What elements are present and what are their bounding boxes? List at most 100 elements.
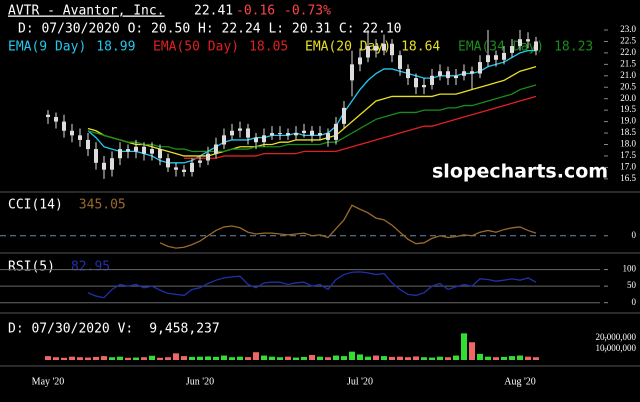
volume-bar [205, 356, 211, 360]
candle-body [470, 71, 474, 74]
panel-value: 82.95 [71, 260, 110, 275]
volume-bar [229, 357, 235, 360]
volume-bar [61, 357, 67, 360]
volume-bar [357, 354, 363, 360]
candle-body [478, 62, 482, 74]
legend-value: 18.64 [401, 40, 440, 55]
x-tick-label: Jul '20 [347, 376, 373, 387]
legend-label: EMA(34 Day) [458, 40, 544, 55]
candle-body [486, 55, 490, 63]
y-tick-label: 17.5 [620, 150, 636, 160]
y-tick-label: 22.5 [620, 36, 636, 46]
candle-body [406, 68, 410, 79]
candle-body [102, 162, 106, 170]
volume-bar [165, 357, 171, 360]
volume-bar [245, 357, 251, 360]
panel-title: CCI(14) [8, 198, 63, 213]
volume-bar [237, 356, 243, 360]
volume-bar [437, 356, 443, 360]
volume-bar [45, 356, 51, 360]
candle-body [454, 75, 458, 79]
candle-body [246, 128, 250, 138]
candle-body [398, 55, 402, 69]
y-tick-label: 10,000,000 [596, 343, 637, 353]
volume-bar [117, 356, 123, 360]
candle-body [182, 169, 186, 172]
x-tick-label: Aug '20 [504, 376, 536, 387]
price-change: -0.16 [236, 4, 275, 19]
candle-body [422, 84, 426, 88]
volume-bar [501, 356, 507, 360]
volume-bar [93, 356, 99, 360]
volume-bar [261, 355, 267, 360]
legend-label: EMA(20 Day) [305, 40, 391, 55]
y-tick-label: 17.0 [620, 161, 636, 171]
panel-title: RSI(5) [8, 260, 55, 275]
candle-body [302, 130, 306, 134]
volume-bar [53, 357, 59, 360]
legend-value: 18.23 [554, 40, 593, 55]
y-tick-label: 16.5 [620, 173, 636, 183]
volume-bar [381, 356, 387, 360]
volume-bar [181, 356, 187, 360]
y-tick-label: 20,000,000 [596, 332, 637, 342]
volume-bar [189, 356, 195, 360]
volume-bar [149, 355, 155, 360]
candle-body [534, 41, 538, 51]
candle-body [326, 133, 330, 140]
ticker-title: AVTR - Avantor, Inc. [8, 4, 165, 19]
volume-bar [429, 357, 435, 360]
candle-body [222, 135, 226, 145]
candle-body [262, 135, 266, 143]
candle-body [206, 153, 210, 161]
candle-body [502, 52, 506, 60]
candle-body [286, 133, 290, 136]
y-tick-label: 18.5 [620, 127, 636, 137]
volume-bar [109, 357, 115, 360]
volume-bar [509, 356, 515, 360]
candle-body [142, 146, 146, 154]
volume-bar [133, 357, 139, 360]
candle-body [126, 149, 130, 152]
y-tick-label: 20.0 [620, 93, 636, 103]
candle-body [382, 43, 386, 51]
ema-line [87, 66, 537, 157]
candle-body [198, 160, 202, 163]
candle-body [62, 121, 66, 131]
candle-body [414, 78, 418, 88]
volume-bar [421, 357, 427, 360]
candle-body [174, 167, 178, 170]
x-tick-label: Jun '20 [186, 376, 214, 387]
candle-body [190, 162, 194, 172]
candle-body [270, 133, 274, 136]
panel-title: D: 07/30/2020 V: [8, 322, 133, 337]
y-tick-label: 19.5 [620, 104, 636, 114]
candle-body [78, 135, 82, 140]
volume-bar [317, 356, 323, 360]
volume-bar [477, 353, 483, 360]
legend-value: 18.99 [96, 40, 135, 55]
volume-bar [341, 356, 347, 360]
volume-bar [445, 357, 451, 360]
candle-body [214, 144, 218, 154]
volume-bar [101, 356, 107, 360]
y-tick-label: 50 [627, 280, 637, 290]
candle-body [510, 46, 514, 53]
volume-bar [197, 356, 203, 360]
volume-bar [253, 352, 259, 360]
candle-body [518, 39, 522, 47]
candle-body [46, 114, 50, 118]
volume-bar [221, 355, 227, 360]
candle-body [54, 117, 58, 122]
candle-body [134, 146, 138, 152]
volume-bar [333, 355, 339, 360]
ohlc-info: D: 07/30/2020 O: 20.50 H: 22.24 L: 20.31… [18, 22, 402, 37]
candle-body [94, 149, 98, 163]
volume-bar [373, 355, 379, 360]
volume-bar [141, 357, 147, 360]
candle-body [390, 43, 394, 56]
candle-body [158, 149, 162, 159]
indicator-line [159, 204, 537, 249]
legend-value: 18.05 [249, 40, 288, 55]
